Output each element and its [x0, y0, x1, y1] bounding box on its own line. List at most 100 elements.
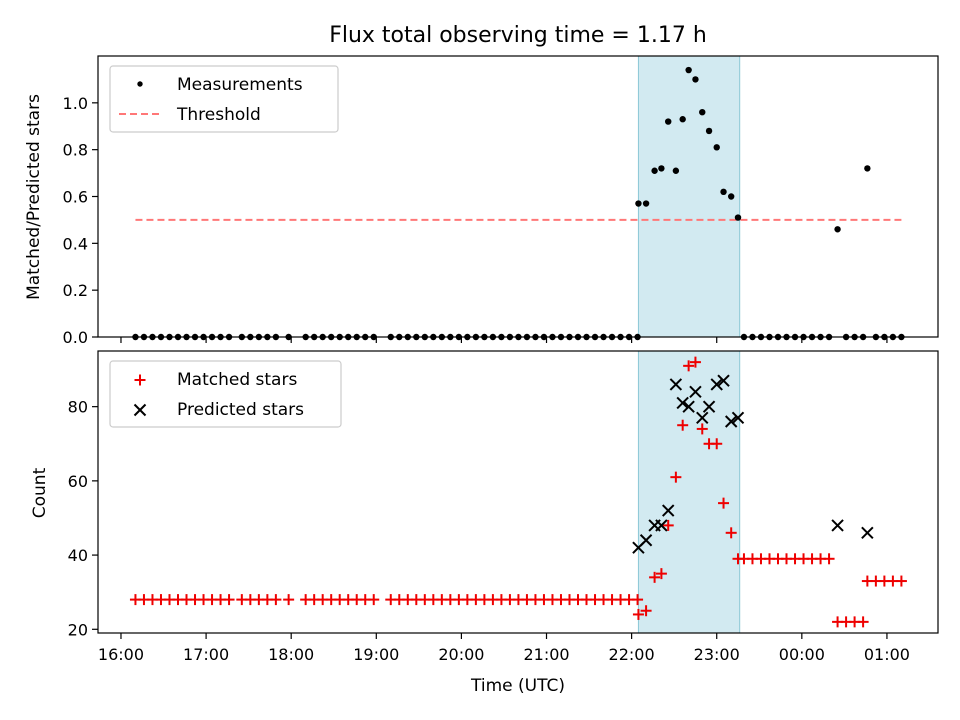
bottom-y-axis-label: Count — [30, 467, 50, 518]
top-shaded-region — [637, 55, 741, 338]
predicted-star-point — [689, 385, 702, 399]
predicted-stars-series — [632, 374, 874, 554]
matched-star-point — [649, 571, 661, 583]
matched-stars-series — [129, 356, 907, 628]
measurement-point — [734, 214, 742, 221]
predicted-star-point — [717, 374, 730, 387]
matched-star-point — [718, 497, 730, 509]
x-tick-label: 16:00 — [98, 645, 144, 664]
top-y-axis-label: Matched/Predicted stars — [24, 94, 44, 300]
bottom-y-tick-label: 60 — [68, 472, 88, 491]
top-panel: 0.0 0.2 0.4 0.6 0.8 1.0 Matched/Predicted sta… — [24, 55, 939, 347]
top-y-axis: 0.0 0.2 0.4 0.6 0.8 1.0 — [63, 94, 98, 347]
measurement-point — [720, 188, 727, 196]
x-tick-label: 23:00 — [694, 645, 740, 664]
matched-star-point — [283, 594, 295, 606]
legend-predicted-marker — [133, 403, 147, 417]
measurement-point — [651, 167, 658, 174]
top-legend: Measurements Threshold — [109, 65, 339, 133]
predicted-star-point — [639, 534, 653, 547]
legend-matched-label: Matched stars — [177, 370, 297, 390]
predicted-star-point — [731, 411, 745, 424]
legend-threshold-label: Threshold — [176, 105, 261, 125]
x-tick-label: 20:00 — [438, 645, 484, 664]
x-tick-label: 19:00 — [353, 645, 399, 664]
measurement-point — [685, 66, 692, 74]
predicted-star-point — [696, 411, 709, 424]
x-tick-label: 21:00 — [523, 645, 569, 664]
top-y-tick-label: 0.4 — [63, 234, 88, 253]
matched-star-point — [895, 575, 907, 587]
x-tick-label: 00:00 — [779, 645, 825, 664]
bottom-legend-frame — [109, 360, 342, 428]
legend-matched-marker — [134, 374, 146, 386]
predicted-star-point — [702, 400, 716, 413]
bottom-y-tick-label: 40 — [68, 546, 88, 565]
predicted-star-point — [861, 526, 874, 540]
top-y-tick-label: 0.6 — [63, 188, 88, 207]
matched-star-point — [696, 423, 708, 435]
matched-star-point — [711, 438, 723, 450]
measurement-point — [658, 165, 665, 172]
bottom-y-axis: 20 40 60 80 — [68, 398, 98, 639]
measurement-point — [665, 118, 672, 125]
matched-star-point — [223, 594, 235, 606]
matched-star-point — [670, 471, 682, 483]
measurement-point — [692, 76, 699, 83]
matched-star-point — [683, 360, 695, 372]
x-tick-label: 01:00 — [864, 645, 910, 664]
measurement-point — [705, 127, 713, 135]
x-tick-label: 17:00 — [183, 645, 229, 664]
measurement-point — [642, 200, 650, 207]
top-legend-frame — [109, 65, 339, 133]
matched-star-point — [689, 356, 701, 368]
measurement-point — [635, 200, 642, 207]
bottom-legend: Matched stars Predicted stars — [109, 360, 342, 428]
bottom-x-axis: 16:00 17:00 18:00 19:00 20:00 21:00 22:00 23:00… — [98, 633, 910, 664]
x-tick-label: 22:00 — [609, 645, 655, 664]
measurement-point — [834, 226, 841, 233]
x-axis-label: Time (UTC) — [470, 676, 565, 696]
matched-star-point — [662, 519, 674, 531]
legend-measurements-marker — [137, 81, 143, 87]
legend-measurements-label: Measurements — [177, 75, 303, 95]
bottom-y-tick-label: 20 — [68, 620, 88, 639]
predicted-star-point — [676, 396, 689, 410]
bottom-y-tick-label: 80 — [68, 398, 88, 417]
measurement-point — [679, 116, 686, 123]
top-y-tick-label: 1.0 — [63, 94, 88, 113]
measurement-point — [727, 193, 735, 200]
bottom-panel: 20 40 60 80 16:00 17:00 18:00 19:00 20:00 21:00 2… — [30, 350, 939, 696]
top-plot-frame — [97, 55, 939, 338]
matched-star-point — [655, 568, 667, 580]
measurement-point — [699, 109, 706, 116]
matched-star-point — [677, 419, 689, 431]
bottom-plot-frame — [97, 350, 939, 634]
predicted-star-point — [662, 504, 675, 517]
predicted-star-point — [655, 519, 668, 532]
predicted-star-point — [724, 415, 738, 428]
x-tick-label: 18:00 — [268, 645, 314, 664]
matched-star-point — [640, 605, 652, 617]
measurement-point — [864, 165, 871, 172]
matched-star-point — [632, 608, 644, 620]
legend-x-glyph — [133, 403, 147, 417]
predicted-star-point — [682, 400, 695, 413]
predicted-star-point — [710, 378, 723, 391]
top-y-tick-label: 0.8 — [63, 141, 88, 160]
chart-title: Flux total observing time = 1.17 h — [329, 23, 707, 48]
measurement-point — [713, 144, 720, 151]
predicted-star-point — [669, 378, 683, 391]
bottom-shaded-region — [637, 350, 741, 634]
top-y-tick-label: 0.0 — [63, 328, 88, 347]
matched-star-point — [725, 527, 737, 539]
matched-star-point — [823, 553, 835, 565]
matched-star-point — [632, 594, 644, 606]
predicted-star-point — [831, 519, 844, 532]
matched-star-point — [857, 616, 869, 628]
measurement-point — [672, 167, 680, 174]
legend-plus-glyph — [134, 374, 146, 386]
matched-star-point — [270, 594, 282, 606]
top-y-tick-label: 0.2 — [63, 281, 88, 300]
